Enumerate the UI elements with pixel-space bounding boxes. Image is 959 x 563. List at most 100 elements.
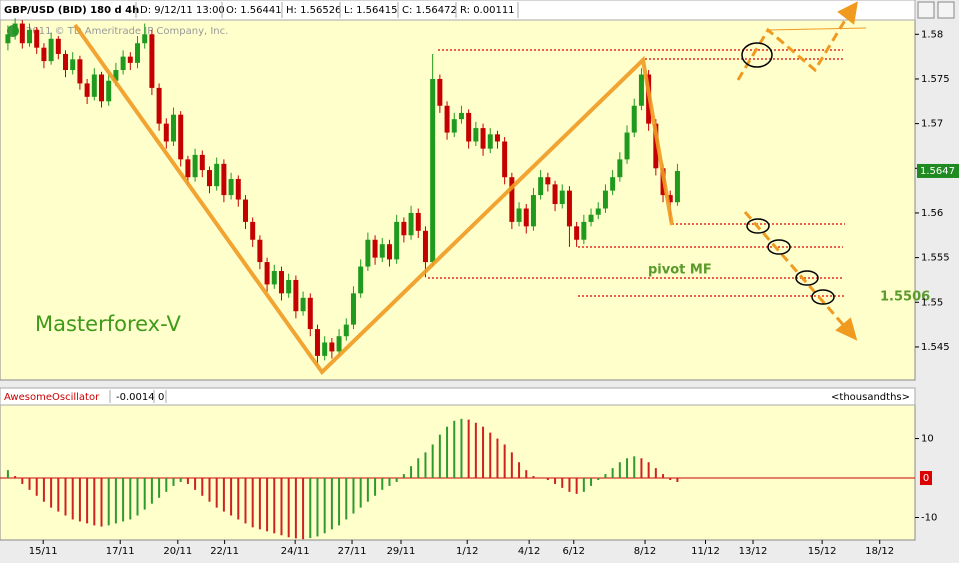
projection-arrows [736, 1, 867, 341]
y-tick-label: 1.545 [921, 342, 950, 353]
oscillator-title: AwesomeOscillator [4, 392, 100, 403]
candle-body [12, 23, 18, 35]
candle-body [610, 177, 616, 191]
x-tick-label: 18/12 [865, 546, 894, 557]
candle-body [516, 208, 522, 222]
candle-body [667, 195, 673, 203]
candle-body [77, 59, 83, 84]
candle-body [602, 190, 608, 209]
candle-body [170, 114, 176, 142]
candle-body [638, 74, 644, 106]
maximize-button[interactable] [917, 1, 935, 19]
candle-body [415, 212, 421, 231]
candle-body [394, 221, 400, 260]
annotation: Masterforex-V [35, 312, 181, 336]
candle-body [149, 34, 155, 88]
candle-body [84, 83, 90, 97]
candle-body [214, 163, 220, 187]
zero-label: 0 [923, 473, 929, 484]
bar-date: D: 9/12/11 13:00 [140, 5, 225, 16]
candle-body [242, 199, 248, 222]
candle-body [34, 29, 40, 48]
candle-body [523, 208, 529, 227]
last-price-label: 1.5647 [920, 166, 955, 177]
oscillator-setting: 0 [158, 392, 164, 403]
candle-body [617, 159, 623, 178]
osc-separators [109, 390, 167, 403]
range: R: 0.00111 [460, 5, 515, 16]
candle-body [192, 154, 198, 178]
candle-body [142, 34, 148, 44]
x-tick-label: 15/11 [29, 546, 58, 557]
circles [741, 42, 835, 305]
oscillator-unit: <thousandths> [831, 392, 910, 403]
candle-body [199, 154, 205, 171]
x-tick-label: 15/12 [808, 546, 837, 557]
candle-body [271, 271, 277, 285]
candle-body [559, 190, 565, 205]
candle-body [48, 38, 54, 62]
candle-body [581, 221, 587, 240]
candle-body [70, 59, 76, 71]
candle-body [595, 208, 601, 215]
candle-body [552, 184, 558, 205]
candle-body [41, 47, 47, 62]
candle-body [127, 56, 133, 63]
candle-body [350, 293, 356, 325]
candle-body [379, 244, 385, 258]
candle-body [250, 221, 256, 240]
candle-body [624, 132, 630, 160]
zero-tag [920, 471, 932, 486]
x-tick-label: 22/11 [210, 546, 239, 557]
candle-body [408, 212, 414, 236]
candle-body [451, 119, 457, 133]
y-tick-label: 1.55 [921, 297, 943, 308]
candle-body [545, 177, 551, 185]
candle-body [185, 159, 191, 178]
x-tick-label: 20/11 [163, 546, 192, 557]
candle-body [458, 112, 464, 120]
candle-body [113, 70, 119, 81]
candle-body [566, 190, 572, 227]
x-tick-label: 6/12 [563, 546, 585, 557]
candle-body [422, 230, 428, 263]
close: C: 1.56472 [402, 5, 457, 16]
x-tick-label: 13/12 [739, 546, 768, 557]
candle-body [530, 195, 536, 227]
oscillator-panel [0, 404, 916, 541]
candle-body [502, 141, 508, 178]
header-separators [135, 2, 519, 18]
settings-button[interactable] [937, 1, 955, 19]
header-bar [0, 0, 916, 21]
y-tick-label: -10 [921, 513, 937, 524]
x-tick-label: 17/11 [106, 546, 135, 557]
candle-body [653, 123, 659, 169]
candle-body [588, 214, 594, 222]
candle-body [674, 170, 680, 203]
candle-body [91, 74, 97, 97]
candle-body [372, 239, 378, 258]
open: O: 1.56441 [226, 5, 282, 16]
candle-body [314, 329, 320, 356]
candle-body [494, 134, 500, 142]
candle-body [538, 177, 544, 196]
candle-body [401, 221, 407, 236]
y-tick-label: 1.575 [921, 74, 950, 85]
y-tick-label: 1.56 [921, 208, 943, 219]
candle-body [336, 336, 342, 352]
candle-body [19, 23, 25, 44]
candle-body [106, 80, 112, 102]
candle-body [365, 239, 371, 267]
candle-body [235, 179, 241, 200]
x-tick-label: 24/11 [281, 546, 310, 557]
candle-body [631, 105, 637, 133]
low: L: 1.56415 [344, 5, 397, 16]
wave-lines [73, 23, 674, 376]
candle-body [444, 105, 450, 133]
candle-body [358, 266, 364, 294]
oscillator-value: -0.0014 [116, 392, 155, 403]
high: H: 1.56526 [286, 5, 341, 16]
watermark: 2011 © TD Ameritrade IP Company, Inc. [26, 26, 228, 37]
candle-body [264, 262, 270, 285]
